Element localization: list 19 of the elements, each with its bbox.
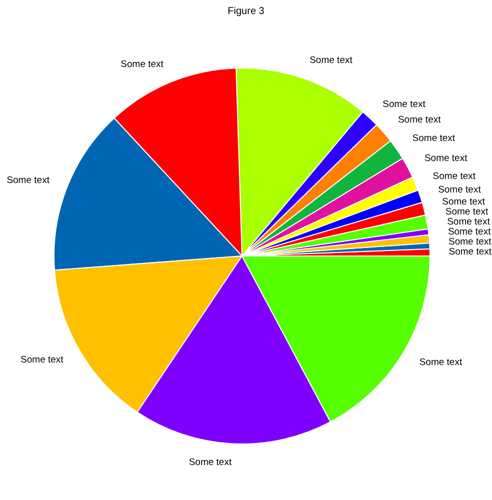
slice-label: Some text [442,196,486,208]
slice-label: Some text [382,98,426,110]
slice-label: Some text [310,55,353,66]
slice-label: Some text [188,457,232,468]
slice-label: Some text [120,59,164,70]
slice-label: Some text [20,354,64,366]
chart-title: Figure 3 [228,6,265,17]
slice-label: Some text [448,226,492,238]
slice-label: Some text [447,216,490,228]
slice-label: Some text [432,170,476,182]
slice-label: Some text [412,133,456,144]
slice-label: Some text [445,206,489,218]
slice-label: Some text [424,153,468,164]
slice-label: Some text [438,184,482,196]
slice-label: Some text [419,356,462,368]
slice-label: Some text [398,114,442,126]
slice-label: Some text [448,246,492,258]
slice-label: Some text [6,174,50,186]
slice-label: Some text [448,236,492,248]
